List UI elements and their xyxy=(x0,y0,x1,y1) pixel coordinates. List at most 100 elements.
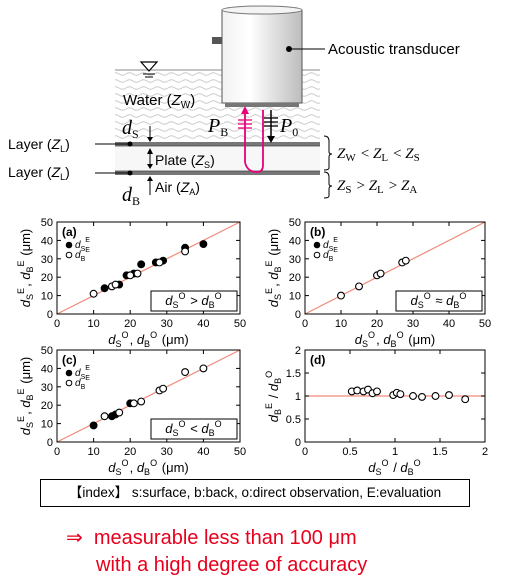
data-point xyxy=(337,291,345,300)
x-tick-label: 10 xyxy=(87,446,99,458)
data-point xyxy=(129,399,138,408)
data-point xyxy=(155,258,164,267)
data-point xyxy=(199,364,208,373)
upper-layer-label: Layer (ZL) xyxy=(8,136,70,154)
data-point xyxy=(461,395,470,404)
data-point xyxy=(111,280,120,289)
y-axis-label: dSE , dBE (μm) xyxy=(264,229,283,308)
x-tick-label: 10 xyxy=(335,318,347,330)
y-tick-label: 1 xyxy=(295,391,301,403)
lower-layer-label: Layer (ZL) xyxy=(8,164,70,182)
x-tick-label: 20 xyxy=(124,446,136,458)
data-point xyxy=(133,269,142,278)
data-point xyxy=(115,408,124,417)
chart-b: 0 10 20 30 40 50 0 10 20 30 40 50 dSO , dBO (μm) dSE … xyxy=(264,217,491,349)
x-tick-label: 0 xyxy=(54,446,60,458)
x-tick-label: 40 xyxy=(443,318,455,330)
condition-2: ZS > ZL > ZA xyxy=(337,178,419,196)
chart-d: 0 0.5 1 1.5 2 0 0.5 1 1.5 2 dSO / dBO dBE / dBO (d… xyxy=(264,345,488,475)
data-point xyxy=(353,386,362,395)
x-tick-label: 0.5 xyxy=(342,446,357,458)
y-tick-label: 20 xyxy=(289,272,301,284)
plot-area xyxy=(304,221,486,315)
data-point xyxy=(137,397,146,406)
data-point xyxy=(376,269,385,278)
data-point xyxy=(355,282,363,291)
condition-1: ZW < ZL < ZS xyxy=(337,146,421,164)
data-point xyxy=(89,289,98,298)
conclusion: ⇒ measurable less than 100 μm with a hig… xyxy=(66,525,506,579)
x-tick-label: 20 xyxy=(124,318,136,330)
x-tick-label: 0 xyxy=(302,446,308,458)
legend-label: dBE xyxy=(75,247,91,263)
data-point xyxy=(418,392,426,401)
air-label: Air (ZA) xyxy=(155,179,200,197)
chart-c: 0 10 20 30 40 50 0 10 20 30 40 50 dSO , dBO (μm) dSE … xyxy=(16,345,246,475)
x-axis-label: dSO , dBO (μm) xyxy=(108,458,189,475)
legend-marker xyxy=(65,241,73,249)
x-tick-label: 1.5 xyxy=(432,446,447,458)
x-tick-label: 50 xyxy=(479,318,491,330)
plate-label: Plate (ZS) xyxy=(155,152,215,170)
y-tick-label: 50 xyxy=(41,217,53,229)
ds-label: dS xyxy=(122,117,139,141)
panel-label: (c) xyxy=(62,353,77,367)
legend-label: dSE xyxy=(323,237,339,253)
upper-layer xyxy=(115,142,320,146)
identity-line xyxy=(304,221,486,315)
data-point xyxy=(445,391,453,400)
x-tick-label: 50 xyxy=(234,318,246,330)
y-tick-label: 0.5 xyxy=(286,414,301,426)
x-tick-label: 50 xyxy=(234,446,246,458)
p0-label: P0 xyxy=(279,115,298,139)
x-axis-label: dSO , dBO (μm) xyxy=(108,330,189,349)
data-point xyxy=(431,392,440,400)
water-label: Water (ZW) xyxy=(123,92,195,111)
legend-marker xyxy=(313,241,321,249)
x-tick-label: 40 xyxy=(197,318,209,330)
plot-area xyxy=(56,221,241,315)
x-axis-label: dSO / dBO xyxy=(368,458,422,475)
x-tick-label: 30 xyxy=(161,318,173,330)
y-tick-label: 30 xyxy=(41,254,53,266)
legend-marker xyxy=(65,369,73,377)
y-tick-label: 40 xyxy=(41,363,53,375)
y-tick-label: 0 xyxy=(47,309,53,321)
y-tick-label: 10 xyxy=(41,419,53,431)
db-label: dB xyxy=(122,184,140,208)
data-point xyxy=(373,387,381,396)
y-tick-label: 20 xyxy=(41,272,53,284)
legend-label: dSE xyxy=(75,237,91,253)
data-point xyxy=(159,384,168,393)
panel-label: (d) xyxy=(310,353,325,367)
x-tick-label: 10 xyxy=(87,318,99,330)
y-axis-label: dSE , dBE (μm) xyxy=(16,357,35,436)
data-point xyxy=(100,412,109,421)
relation-label: dSO < dBO xyxy=(165,419,223,438)
x-tick-label: 2 xyxy=(482,446,488,458)
data-point xyxy=(199,240,208,249)
air-region xyxy=(115,175,320,197)
y-tick-label: 10 xyxy=(289,291,301,303)
y-tick-label: 0 xyxy=(295,437,301,449)
y-tick-label: 50 xyxy=(41,345,53,357)
relation-label: dSO ≈ dBO xyxy=(410,291,467,310)
y-axis-label: dBE / dBO xyxy=(264,370,283,423)
conclusion-line-1: measurable less than 100 μm xyxy=(93,527,357,549)
legend-label: dSE xyxy=(75,365,91,381)
y-tick-label: 10 xyxy=(41,291,53,303)
y-tick-label: 40 xyxy=(41,235,53,247)
legend-marker xyxy=(65,379,73,387)
conclusion-arrow-icon: ⇒ xyxy=(66,527,83,549)
data-point xyxy=(137,260,146,269)
legend-marker xyxy=(65,251,73,259)
conclusion-line-2: with a high degree of accuracy xyxy=(96,554,368,576)
y-tick-label: 30 xyxy=(289,254,301,266)
data-point xyxy=(126,271,135,280)
x-tick-label: 0 xyxy=(54,318,60,330)
schematic-diagram: Acoustic transducer Water (ZW) Plate (ZS… xyxy=(8,5,460,208)
y-tick-label: 40 xyxy=(289,235,301,247)
y-tick-label: 20 xyxy=(41,400,53,412)
legend-label: dBE xyxy=(75,375,91,391)
